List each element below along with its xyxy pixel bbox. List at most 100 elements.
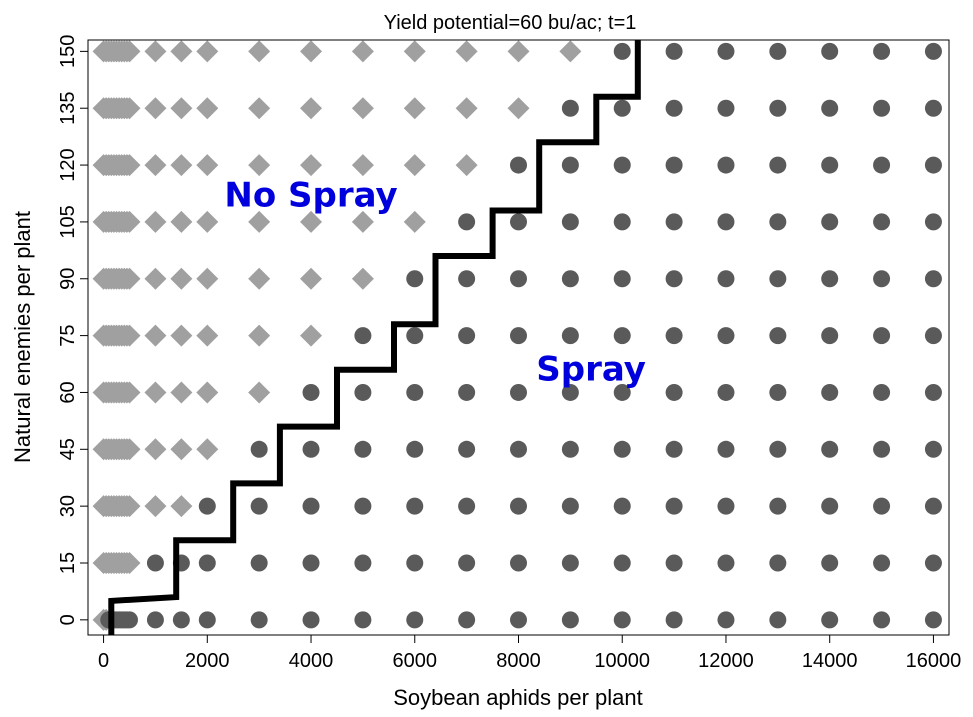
spray-point (406, 611, 424, 629)
spray-point (613, 554, 631, 572)
spray-point (924, 611, 942, 629)
x-tick-label: 14000 (802, 650, 858, 672)
no-spray-point (351, 97, 374, 120)
spray-point (561, 327, 579, 345)
x-tick-label: 12000 (698, 650, 754, 672)
spray-point (665, 99, 683, 117)
spray-point (561, 156, 579, 174)
no-spray-point (403, 154, 426, 177)
spray-point (665, 554, 683, 572)
no-spray-point (144, 267, 167, 290)
spray-point (821, 611, 839, 629)
spray-point (406, 270, 424, 288)
no-spray-point (300, 324, 323, 347)
y-tick-label: 150 (57, 35, 79, 68)
no-spray-point (248, 210, 271, 233)
spray-point (458, 327, 476, 345)
spray-point (769, 99, 787, 117)
spray-point (769, 42, 787, 60)
spray-point (458, 213, 476, 231)
x-tick-label: 2000 (185, 650, 230, 672)
spray-point (510, 554, 527, 572)
no-spray-point (196, 40, 219, 63)
spray-point (873, 42, 891, 60)
spray-point (821, 497, 839, 515)
spray-point (302, 554, 320, 572)
y-axis: 0 15 30 45 60 75 90 105 120 135 150 (57, 35, 88, 625)
spray-point (769, 156, 787, 174)
y-tick-label: 120 (57, 148, 79, 181)
spray-point (250, 611, 268, 629)
spray-point (406, 383, 424, 401)
chart-title: Yield potential=60 bu/ac; t=1 (384, 12, 637, 34)
no-spray-point (196, 438, 219, 461)
spray-point (873, 99, 891, 117)
no-spray-point (403, 97, 426, 120)
spray-point (510, 497, 527, 515)
spray-point (561, 611, 579, 629)
spray-point (665, 213, 683, 231)
spray-point (613, 497, 631, 515)
spray-point (613, 383, 631, 401)
no-spray-point (351, 40, 374, 63)
spray-point (821, 327, 839, 345)
spray-point (613, 213, 631, 231)
spray-point (821, 440, 839, 458)
spray-point (717, 270, 735, 288)
spray-point (769, 270, 787, 288)
spray-point (406, 554, 424, 572)
no-spray-point (196, 210, 219, 233)
y-axis-label: Natural enemies per plant (10, 211, 35, 463)
y-tick-label: 90 (57, 268, 79, 290)
spray-point (873, 213, 891, 231)
spray-point (613, 327, 631, 345)
no-spray-point (196, 267, 219, 290)
spray-point (873, 383, 891, 401)
no-spray-point (118, 381, 141, 404)
spray-point (354, 611, 372, 629)
no-spray-point (170, 324, 193, 347)
spray-point (510, 383, 527, 401)
spray-point (769, 213, 787, 231)
spray-point (717, 327, 735, 345)
no-spray-point (300, 154, 323, 177)
spray-point (613, 99, 631, 117)
spray-point (924, 99, 942, 117)
annotations: No Spray Spray (224, 175, 646, 389)
spray-point (302, 497, 320, 515)
spray-point (354, 440, 372, 458)
no-spray-point (170, 97, 193, 120)
no-spray-point (351, 154, 374, 177)
y-tick-label: 75 (57, 324, 79, 346)
x-tick-label: 6000 (393, 650, 438, 672)
no-spray-point (118, 154, 141, 177)
y-tick-label: 0 (57, 614, 79, 625)
spray-point (821, 213, 839, 231)
spray-point (561, 440, 579, 458)
spray-point (717, 99, 735, 117)
no-spray-point (455, 40, 478, 63)
spray-point (613, 440, 631, 458)
spray-point (146, 554, 164, 572)
spray-point (561, 497, 579, 515)
spray-point (510, 213, 527, 231)
no-spray-point (455, 154, 478, 177)
spray-point (717, 440, 735, 458)
spray-point (665, 270, 683, 288)
spray-point (146, 611, 164, 629)
y-tick-label: 30 (57, 495, 79, 517)
no-spray-point (248, 40, 271, 63)
spray-point (924, 327, 942, 345)
spray-point (510, 611, 527, 629)
spray-point (717, 611, 735, 629)
no-spray-point (248, 324, 271, 347)
spray-point (561, 270, 579, 288)
no-spray-point (248, 267, 271, 290)
no-spray-point (144, 438, 167, 461)
no-spray-point (170, 381, 193, 404)
spray-point (665, 497, 683, 515)
spray-point (510, 440, 527, 458)
spray-point (769, 497, 787, 515)
spray-point (717, 42, 735, 60)
